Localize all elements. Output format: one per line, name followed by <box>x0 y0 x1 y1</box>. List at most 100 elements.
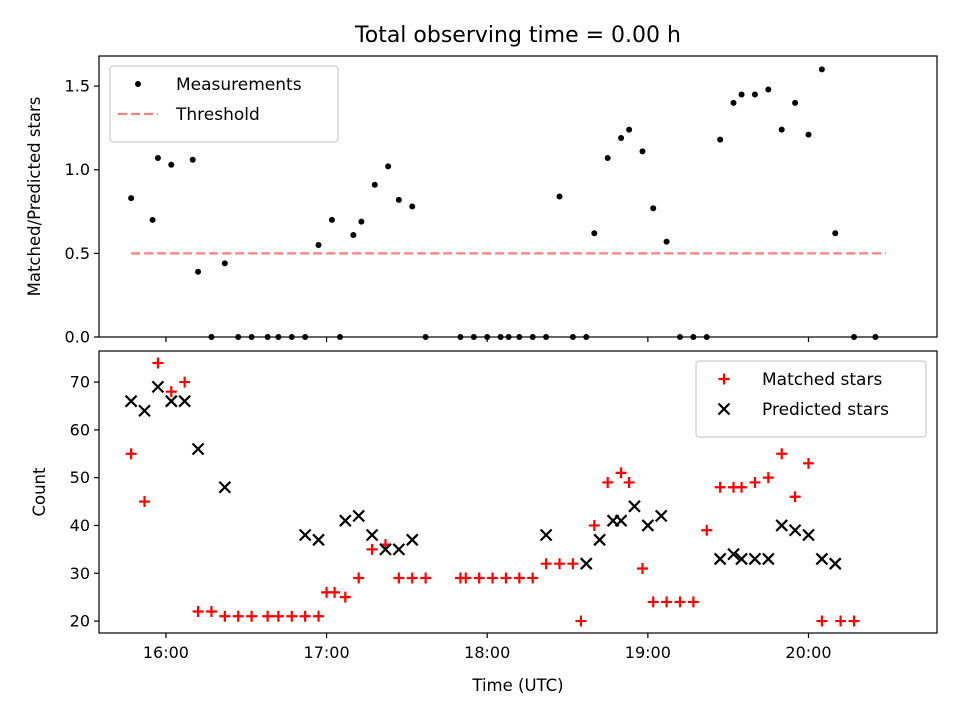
legend-marker <box>717 402 731 416</box>
data-point <box>353 572 365 584</box>
data-point <box>329 586 341 598</box>
data-point <box>575 615 587 627</box>
x-tick-label: 20:00 <box>785 643 831 662</box>
data-point <box>128 195 135 202</box>
legend-label: Threshold <box>175 105 260 125</box>
data-point <box>246 610 258 622</box>
data-point <box>727 547 740 561</box>
data-point <box>802 457 814 469</box>
data-point <box>789 491 801 503</box>
data-point <box>818 66 825 73</box>
data-point <box>138 404 151 418</box>
data-point <box>299 610 311 622</box>
data-point <box>339 591 351 603</box>
data-point <box>124 394 138 408</box>
legend-label: Measurements <box>176 75 302 95</box>
data-point <box>674 596 686 608</box>
y-tick-label: 70 <box>70 373 90 392</box>
y-axis-label: Count <box>30 467 49 517</box>
legend-label: Matched stars <box>762 370 882 390</box>
legend: Measurements Threshold <box>109 65 339 143</box>
data-point <box>352 509 365 523</box>
data-point <box>748 552 762 566</box>
data-point <box>717 136 724 143</box>
data-point <box>395 196 402 203</box>
data-point <box>286 610 298 622</box>
data-point <box>358 218 365 225</box>
data-point <box>420 572 432 584</box>
data-point <box>151 380 165 394</box>
data-point <box>191 442 205 456</box>
data-point <box>405 533 419 547</box>
legend: Matched stars Predicted stars <box>695 360 927 438</box>
data-point <box>618 134 625 141</box>
y-tick-label: 20 <box>70 612 90 631</box>
data-point <box>835 615 847 627</box>
data-point <box>149 216 156 223</box>
data-point <box>762 552 775 566</box>
data-point <box>540 558 552 570</box>
y-tick-label: 40 <box>70 516 90 535</box>
data-point <box>409 203 416 210</box>
y-tick-label: 30 <box>70 564 90 583</box>
data-point <box>339 514 352 527</box>
data-point <box>792 99 799 106</box>
series-matched-stars <box>125 357 860 627</box>
data-point <box>615 467 627 479</box>
data-point <box>735 552 748 566</box>
data-point <box>178 394 191 408</box>
data-point <box>654 509 668 523</box>
axes-frame <box>98 350 938 634</box>
data-point <box>556 193 563 200</box>
data-point <box>832 230 839 237</box>
data-point <box>661 596 673 608</box>
data-point <box>614 514 628 527</box>
data-point <box>788 523 802 537</box>
y-tick-label: 1.5 <box>65 77 90 96</box>
data-point <box>626 126 633 133</box>
data-point <box>350 231 357 238</box>
data-point <box>736 481 748 493</box>
data-point <box>152 357 164 369</box>
data-point <box>687 596 699 608</box>
data-point <box>762 472 774 484</box>
ratio-panel: 0.0 0.5 1.0 1.5 Matched/Predicted stars Measu… <box>25 55 938 347</box>
data-point <box>189 156 196 163</box>
data-point <box>588 519 600 531</box>
data-point <box>805 131 812 138</box>
data-point <box>778 126 785 133</box>
x-tick-label: 17:00 <box>304 643 350 662</box>
data-point <box>365 528 379 542</box>
x-tick-label: 19:00 <box>625 643 671 662</box>
data-point <box>641 519 655 532</box>
y-tick-label: 50 <box>70 468 90 487</box>
data-point <box>639 148 646 155</box>
data-point <box>406 572 418 584</box>
data-point <box>730 99 737 106</box>
data-point <box>379 543 392 556</box>
data-point <box>749 476 761 488</box>
data-point <box>366 543 378 555</box>
legend-box <box>695 360 927 438</box>
axes-frame <box>98 55 938 338</box>
data-point <box>765 86 772 93</box>
data-point <box>460 572 472 584</box>
data-point <box>628 500 641 513</box>
data-point <box>313 610 325 622</box>
data-point <box>579 557 593 570</box>
data-point <box>776 448 788 460</box>
data-point <box>221 260 228 267</box>
data-point <box>315 242 322 249</box>
data-point <box>298 528 312 542</box>
data-point <box>272 610 284 622</box>
data-point <box>392 543 406 556</box>
data-point <box>385 163 392 170</box>
data-point <box>154 155 161 162</box>
data-point <box>604 155 611 162</box>
data-point <box>553 558 565 570</box>
y-axis-label: Matched/Predicted stars <box>25 97 44 297</box>
data-point <box>371 181 378 188</box>
data-point <box>539 528 553 542</box>
data-point <box>500 572 512 584</box>
data-point <box>647 596 659 608</box>
